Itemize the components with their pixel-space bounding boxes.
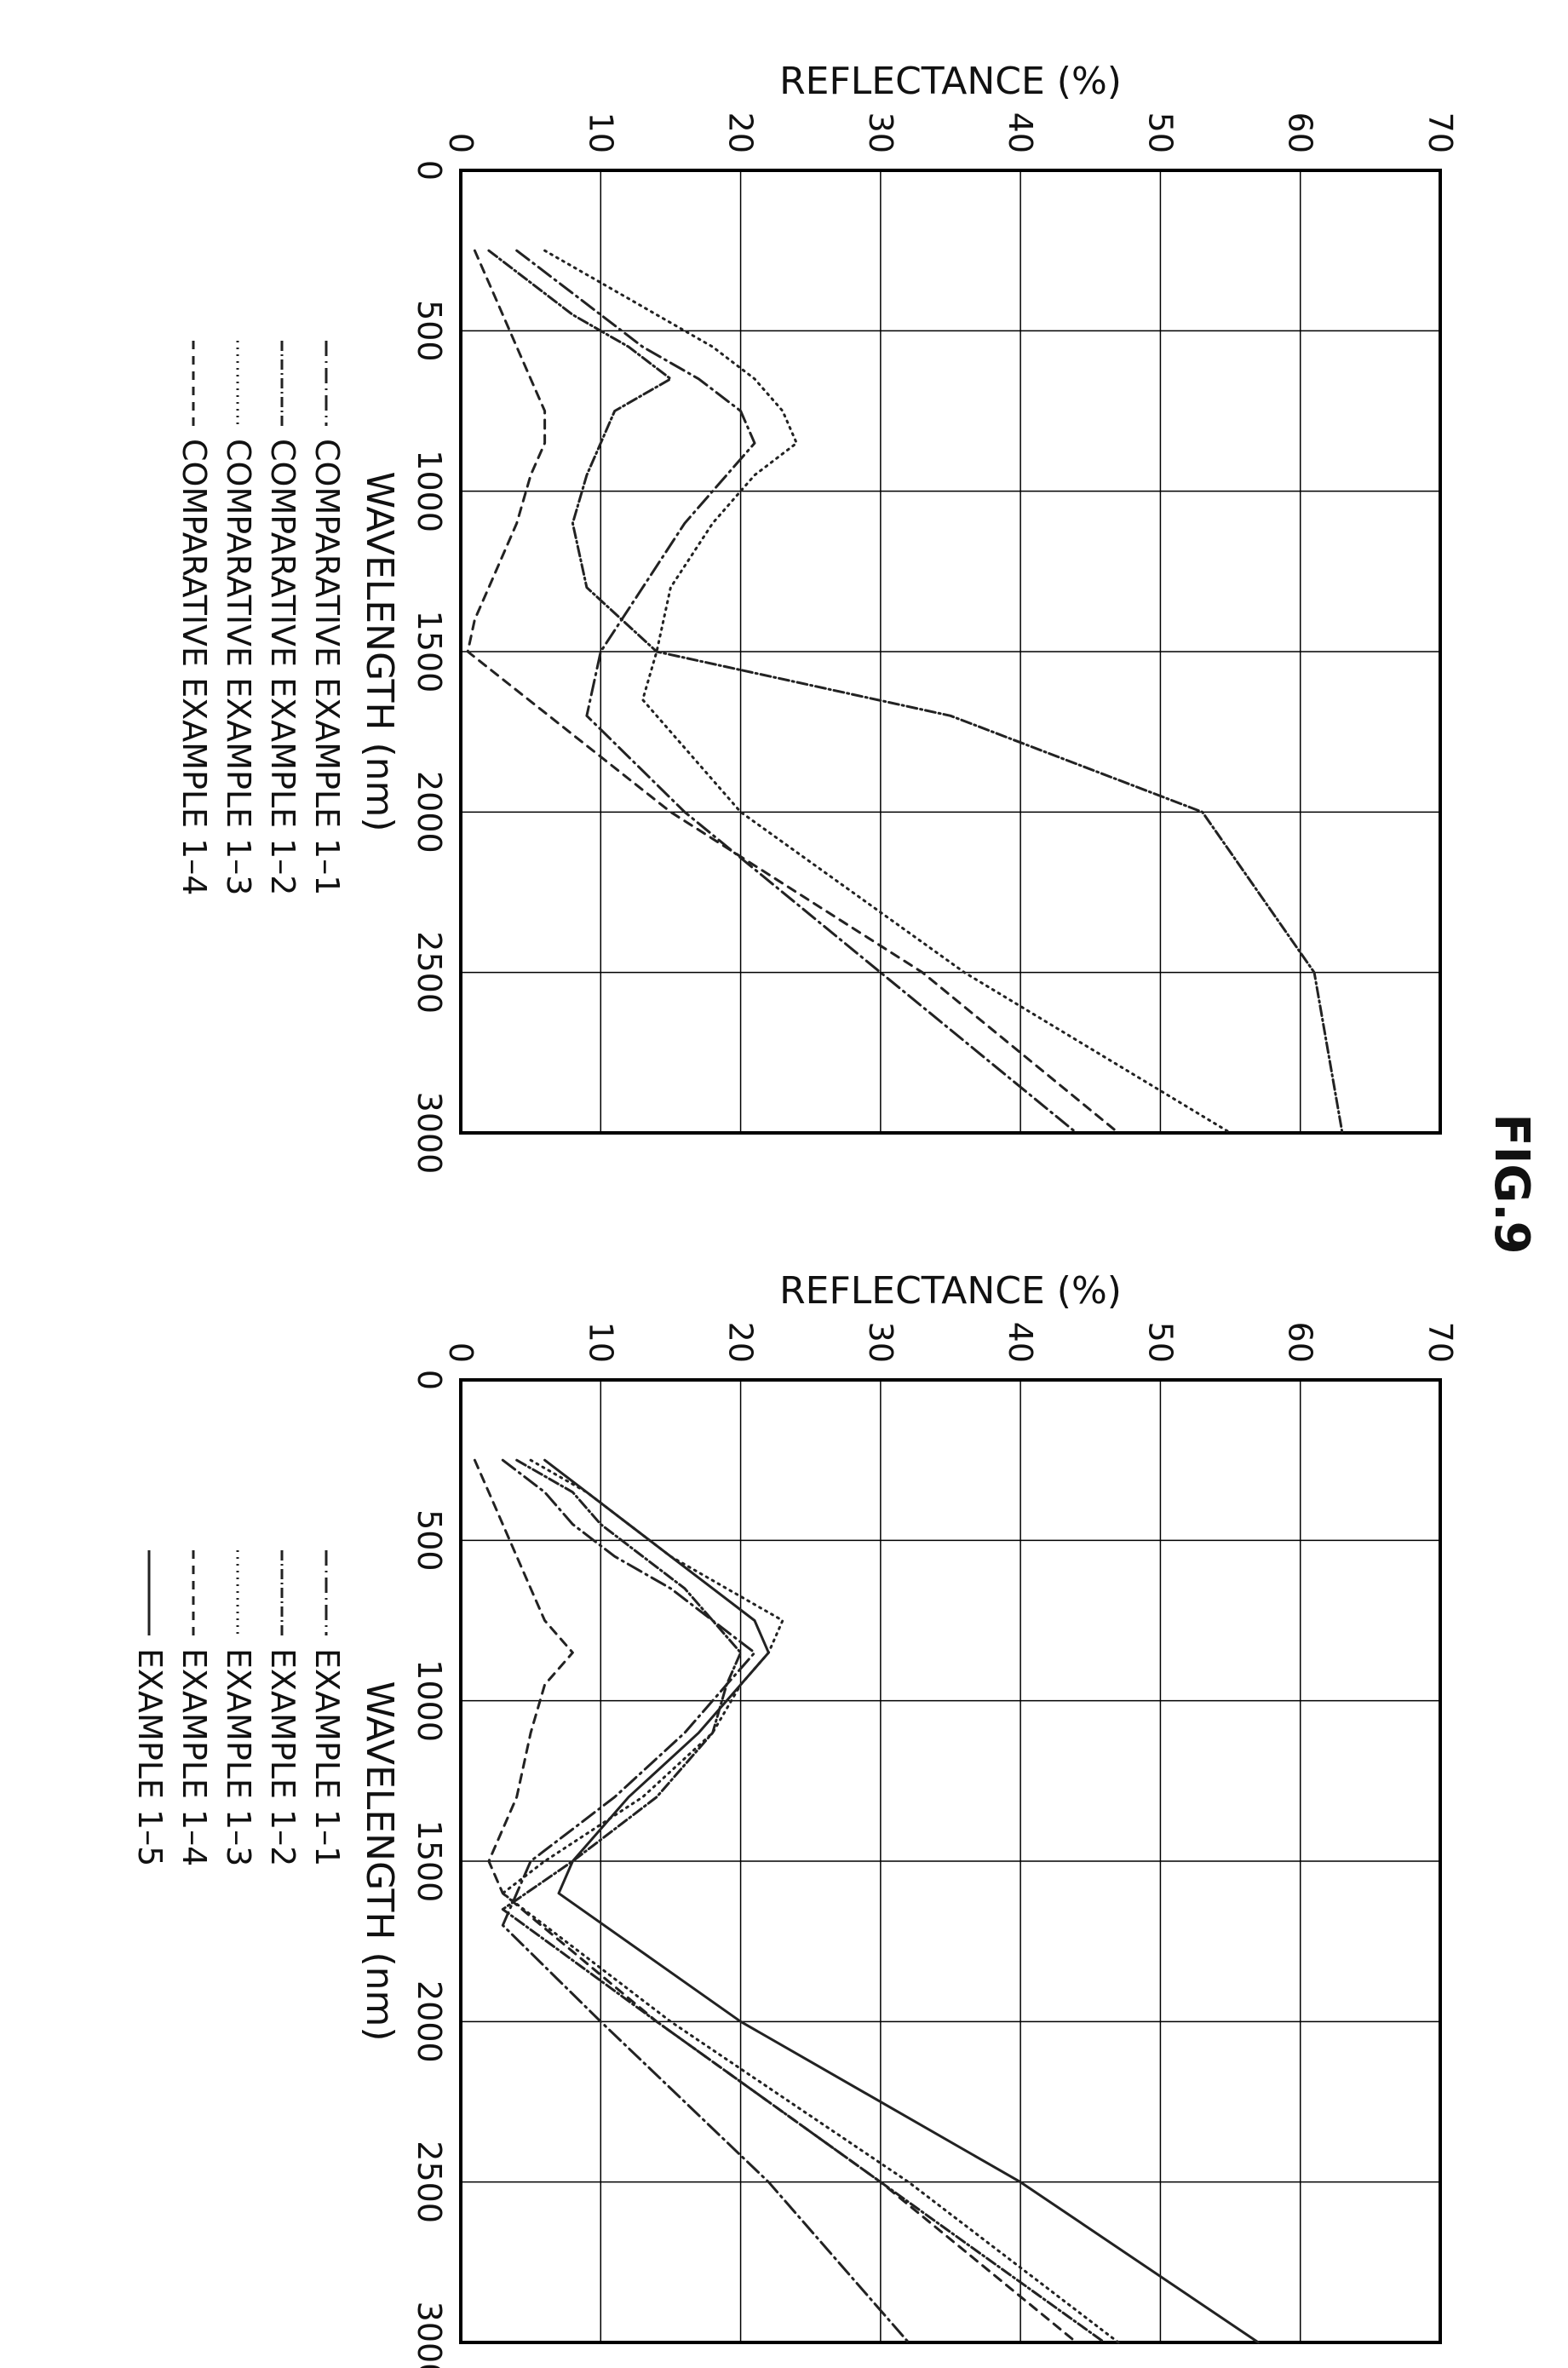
series-line-4 bbox=[473, 1458, 1078, 2344]
legend-label: COMPARATIVE EXAMPLE 1–4 bbox=[175, 439, 213, 895]
y-tick-label: 40 bbox=[1002, 112, 1039, 153]
x-tick-label: 0 bbox=[411, 1370, 448, 1390]
y-tick-label: 0 bbox=[442, 1342, 480, 1363]
series-line-2 bbox=[501, 1458, 1106, 2344]
y-tick-label: 10 bbox=[582, 112, 619, 153]
x-tick-label: 2500 bbox=[411, 2141, 448, 2223]
plot-area: 0 500 1000 1500 2000 2500 3000 0 10 20 30 40 50 60 70 bbox=[411, 1322, 1459, 2368]
y-tick-label: 0 bbox=[442, 133, 480, 153]
x-tick-label: 500 bbox=[411, 300, 448, 362]
legend-label: EXAMPLE 1–1 bbox=[308, 1648, 346, 1866]
y-tick-label: 60 bbox=[1282, 112, 1319, 153]
y-tick-label: 30 bbox=[862, 1322, 899, 1363]
x-tick-label: 500 bbox=[411, 1509, 448, 1572]
x-tick-label: 1000 bbox=[411, 450, 448, 532]
x-axis-title: WAVELENGTH (nm) bbox=[358, 471, 401, 831]
series-line-3 bbox=[501, 1458, 1120, 2344]
y-axis-title: REFLECTANCE (%) bbox=[779, 1269, 1122, 1313]
y-tick-label: 50 bbox=[1141, 112, 1179, 153]
series-line-1 bbox=[501, 1458, 910, 2344]
y-tick-label: 20 bbox=[722, 112, 760, 153]
series-line-3 bbox=[543, 249, 1232, 1135]
y-tick-label: 40 bbox=[1002, 1322, 1039, 1363]
y-tick-label: 70 bbox=[1422, 1322, 1459, 1363]
x-tick-label: 2000 bbox=[411, 771, 448, 854]
legend-label: EXAMPLE 1–2 bbox=[264, 1648, 302, 1866]
figure-label: FIG.9 bbox=[1484, 1113, 1539, 1254]
x-tick-label: 2500 bbox=[411, 931, 448, 1014]
legend-label: EXAMPLE 1–4 bbox=[175, 1648, 213, 1866]
x-axis-title: WAVELENGTH (nm) bbox=[358, 1681, 401, 2041]
series-line-4 bbox=[466, 249, 1120, 1135]
x-tick-label: 1000 bbox=[411, 1659, 448, 1742]
y-tick-label: 10 bbox=[582, 1322, 619, 1363]
legend-label: COMPARATIVE EXAMPLE 1–3 bbox=[220, 439, 257, 895]
y-tick-label: 30 bbox=[862, 112, 899, 153]
y-axis-title: REFLECTANCE (%) bbox=[779, 60, 1122, 103]
series-line-5 bbox=[543, 1458, 1260, 2344]
x-tick-label: 1500 bbox=[411, 611, 448, 693]
y-tick-label: 50 bbox=[1141, 1322, 1179, 1363]
y-tick-label: 60 bbox=[1282, 1322, 1319, 1363]
legend-label: EXAMPLE 1–5 bbox=[131, 1648, 169, 1866]
legend-label: COMPARATIVE EXAMPLE 1–2 bbox=[264, 439, 302, 895]
x-tick-label: 1500 bbox=[411, 1820, 448, 1903]
x-tick-label: 0 bbox=[411, 160, 448, 181]
x-tick-label: 2000 bbox=[411, 1980, 448, 2063]
y-tick-label: 70 bbox=[1422, 112, 1459, 153]
series-line-1 bbox=[515, 249, 1078, 1135]
legend-label: EXAMPLE 1–3 bbox=[220, 1648, 257, 1866]
x-tick-label: 3000 bbox=[411, 2302, 448, 2368]
legend-label: COMPARATIVE EXAMPLE 1–1 bbox=[308, 439, 346, 895]
y-tick-label: 20 bbox=[722, 1322, 760, 1363]
series-line-2 bbox=[487, 249, 1344, 1135]
x-tick-label: 3000 bbox=[411, 1092, 448, 1175]
plot-area: 0 500 1000 1500 2000 2500 3000 0 10 20 30 40 50 60 70 bbox=[411, 112, 1459, 1175]
